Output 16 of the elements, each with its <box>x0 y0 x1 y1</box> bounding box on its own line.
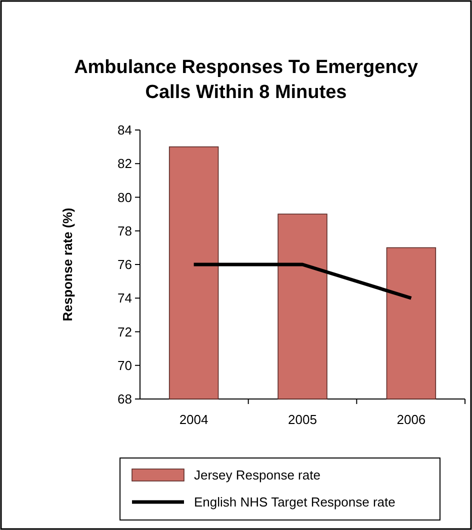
x-tick-label: 2006 <box>396 412 426 427</box>
y-tick-label: 74 <box>118 290 132 306</box>
x-tick-label: 2005 <box>288 412 317 427</box>
legend-label: Jersey Response rate <box>194 468 320 483</box>
chart-title: Ambulance Responses To Emergency Calls Within 8 Minutes <box>74 57 418 103</box>
y-tick-label: 82 <box>118 156 132 172</box>
y-tick-label: 76 <box>118 257 132 272</box>
y-tick-label: 68 <box>118 392 132 407</box>
y-tick-label: 78 <box>118 223 132 238</box>
y-axis-title: Response rate (%) <box>60 208 75 322</box>
y-tick-label: 84 <box>118 122 132 138</box>
legend-label: English NHS Target Response rate <box>194 494 396 510</box>
y-tick-label: 80 <box>118 190 132 205</box>
y-tick-label: 72 <box>118 324 132 340</box>
y-tick-label: 70 <box>118 358 132 373</box>
x-tick-label: 2004 <box>179 412 208 427</box>
